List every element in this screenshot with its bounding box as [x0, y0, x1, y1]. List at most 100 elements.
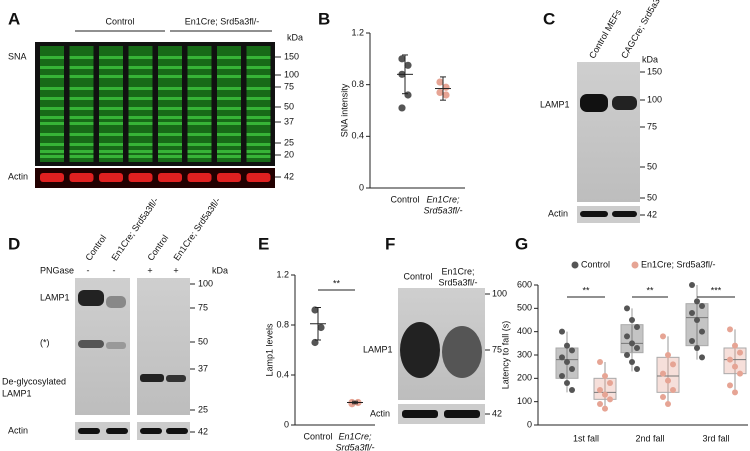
band	[246, 143, 271, 146]
sign: -	[87, 265, 90, 275]
band	[99, 155, 123, 158]
band	[78, 290, 104, 306]
band	[158, 143, 182, 146]
band	[106, 428, 128, 434]
data-point	[629, 359, 635, 365]
band	[99, 116, 123, 119]
blot	[398, 404, 485, 424]
band	[158, 155, 182, 158]
band	[128, 66, 153, 69]
marker: 25	[198, 404, 208, 414]
y-tick-label: 0.4	[351, 131, 364, 141]
marker: 75	[647, 121, 657, 131]
marker: 75	[284, 81, 294, 91]
blot	[137, 422, 190, 440]
band	[158, 97, 182, 100]
x-tick-label: Srd5a3fl/-	[335, 442, 374, 451]
band	[246, 75, 271, 78]
marker: 150	[647, 66, 662, 76]
blot	[75, 422, 130, 440]
data-point	[665, 401, 671, 407]
band	[187, 56, 212, 59]
band	[187, 66, 212, 69]
band	[246, 107, 271, 110]
band	[158, 173, 182, 182]
marker: 75	[492, 344, 502, 354]
marker: 100	[284, 69, 299, 79]
band	[580, 94, 608, 112]
band	[99, 75, 123, 78]
data-point	[629, 340, 635, 347]
x-tick-label: Srd5a3fl/-	[423, 205, 462, 215]
data-point	[665, 352, 671, 358]
band	[128, 133, 153, 136]
marker: 37	[198, 363, 208, 373]
band	[99, 122, 123, 125]
data-point	[737, 370, 743, 377]
marker: 25	[284, 137, 294, 147]
band	[187, 133, 212, 136]
band	[128, 173, 153, 182]
band	[217, 143, 241, 146]
band	[128, 122, 153, 125]
band	[40, 155, 64, 158]
band	[69, 97, 94, 100]
x-tick-label: 2nd fall	[635, 433, 664, 443]
row-label: LAMP1	[363, 344, 393, 354]
band	[402, 410, 438, 418]
row-label: Actin	[8, 425, 28, 435]
marker: 50	[198, 336, 208, 346]
band	[187, 155, 212, 158]
band	[158, 122, 182, 125]
data-point	[559, 354, 565, 361]
row-label: (*)	[40, 337, 50, 347]
band	[40, 133, 64, 136]
annotation: ***	[711, 285, 722, 295]
band	[69, 122, 94, 125]
data-point	[732, 389, 738, 396]
column-label: En1Cre;	[441, 266, 474, 276]
sign: +	[173, 265, 178, 275]
band	[40, 97, 64, 100]
panel-label: B	[318, 9, 330, 28]
data-point	[398, 104, 406, 112]
band	[40, 107, 64, 110]
data-point	[689, 338, 695, 344]
band	[99, 97, 123, 100]
band	[69, 87, 94, 90]
band	[106, 342, 126, 349]
data-point	[602, 405, 608, 412]
row-label: LAMP1	[40, 292, 70, 302]
y-tick-label: 100	[517, 396, 532, 406]
data-point	[624, 305, 630, 312]
band	[128, 56, 153, 59]
band	[217, 150, 241, 153]
band	[78, 340, 104, 348]
blot	[35, 168, 275, 188]
data-point	[634, 345, 640, 351]
band	[158, 133, 182, 136]
band	[246, 66, 271, 69]
data-point	[597, 387, 603, 393]
band	[246, 173, 271, 182]
unit: kDa	[642, 54, 658, 64]
band	[246, 155, 271, 158]
blot	[137, 278, 190, 415]
band	[246, 122, 271, 125]
x-tick-label: 3rd fall	[702, 433, 729, 443]
band	[69, 155, 94, 158]
band	[400, 322, 440, 378]
x-tick-label: En1Cre;	[426, 194, 460, 204]
band	[166, 375, 186, 382]
band	[40, 87, 64, 90]
band	[187, 143, 212, 146]
y-tick-label: 0	[527, 419, 532, 429]
blot	[577, 206, 640, 223]
band	[69, 75, 94, 78]
y-tick-label: 400	[517, 326, 532, 336]
band	[40, 150, 64, 153]
blot	[577, 62, 640, 202]
band	[140, 374, 164, 382]
y-axis-label: SNA intensity	[339, 83, 349, 137]
band	[187, 122, 212, 125]
